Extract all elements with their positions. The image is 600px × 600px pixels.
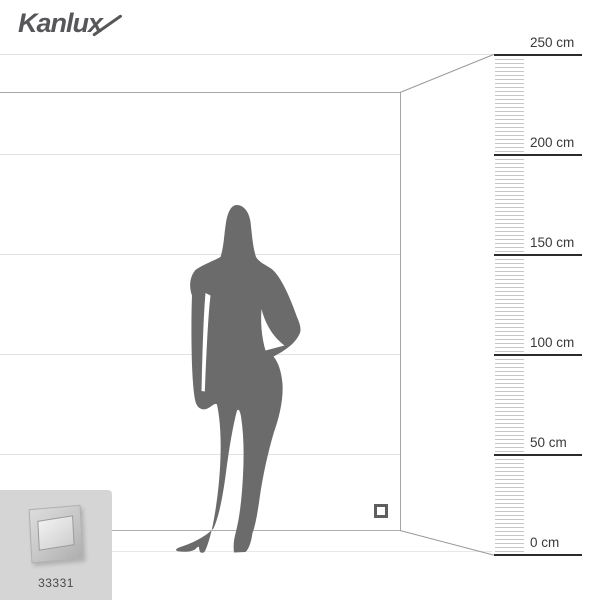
product-code-label: 33331 [38, 576, 74, 590]
wall-corner-vertical [400, 92, 401, 531]
ruler-label-150: 150 cm [530, 235, 575, 250]
ruler-major-line-0 [494, 554, 582, 556]
forearm-torso-gap [261, 309, 285, 351]
ruler-label-250: 250 cm [530, 35, 575, 50]
ruler-major-line-100 [494, 354, 582, 356]
product-photo-inner-plate [37, 515, 75, 551]
ruler-major-line-50 [494, 454, 582, 456]
ruler-label-200: 200 cm [530, 135, 575, 150]
wall-top-edge [0, 92, 401, 93]
kanlux-logo: Kanlux [18, 8, 103, 38]
ruler-label-100: 100 cm [530, 335, 575, 350]
arm-torso-gap [201, 293, 211, 392]
ruler-major-line-250 [494, 54, 582, 56]
ruler-minor-ticks [495, 55, 524, 556]
product-photo [28, 504, 84, 564]
wall-guide-line-200 [0, 154, 401, 155]
wall-guide-line-250 [0, 54, 494, 55]
wall-top-diagonal [399, 54, 494, 93]
ruler-label-50: 50 cm [530, 435, 567, 450]
wall-light-icon [374, 504, 388, 518]
ruler-label-0: 0 cm [530, 535, 560, 550]
wall-guide-line-100 [0, 354, 401, 355]
standing-woman-silhouette [176, 205, 301, 553]
ruler-major-line-200 [494, 154, 582, 156]
wall-guide-line-150 [0, 254, 401, 255]
product-thumbnail-panel[interactable]: 33331 [0, 490, 112, 600]
ruler-major-line-150 [494, 254, 582, 256]
wall-guide-line-50 [0, 454, 401, 455]
